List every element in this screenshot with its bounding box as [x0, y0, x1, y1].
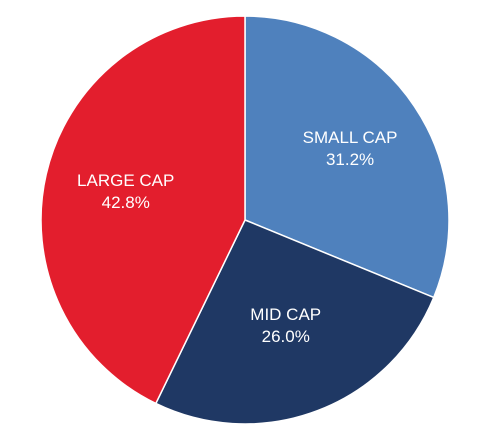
slice-label-mid-cap: MID CAP: [250, 305, 321, 324]
slice-value-large-cap: 42.8%: [102, 193, 150, 212]
pie-slice-mid-cap: [154, 219, 435, 425]
slice-label-large-cap: LARGE CAP: [77, 171, 174, 190]
pie-labels: SMALL CAP 31.2% MID CAP 26.0% LARGE CAP 42.8%: [77, 128, 397, 346]
slice-label-small-cap: SMALL CAP: [303, 128, 398, 147]
pie-slice-large-cap: [40, 15, 246, 405]
slice-value-mid-cap: 26.0%: [262, 327, 310, 346]
pie-slices: [40, 15, 450, 425]
pie-slice-small-cap: [244, 15, 450, 299]
slice-value-small-cap: 31.2%: [326, 150, 374, 169]
